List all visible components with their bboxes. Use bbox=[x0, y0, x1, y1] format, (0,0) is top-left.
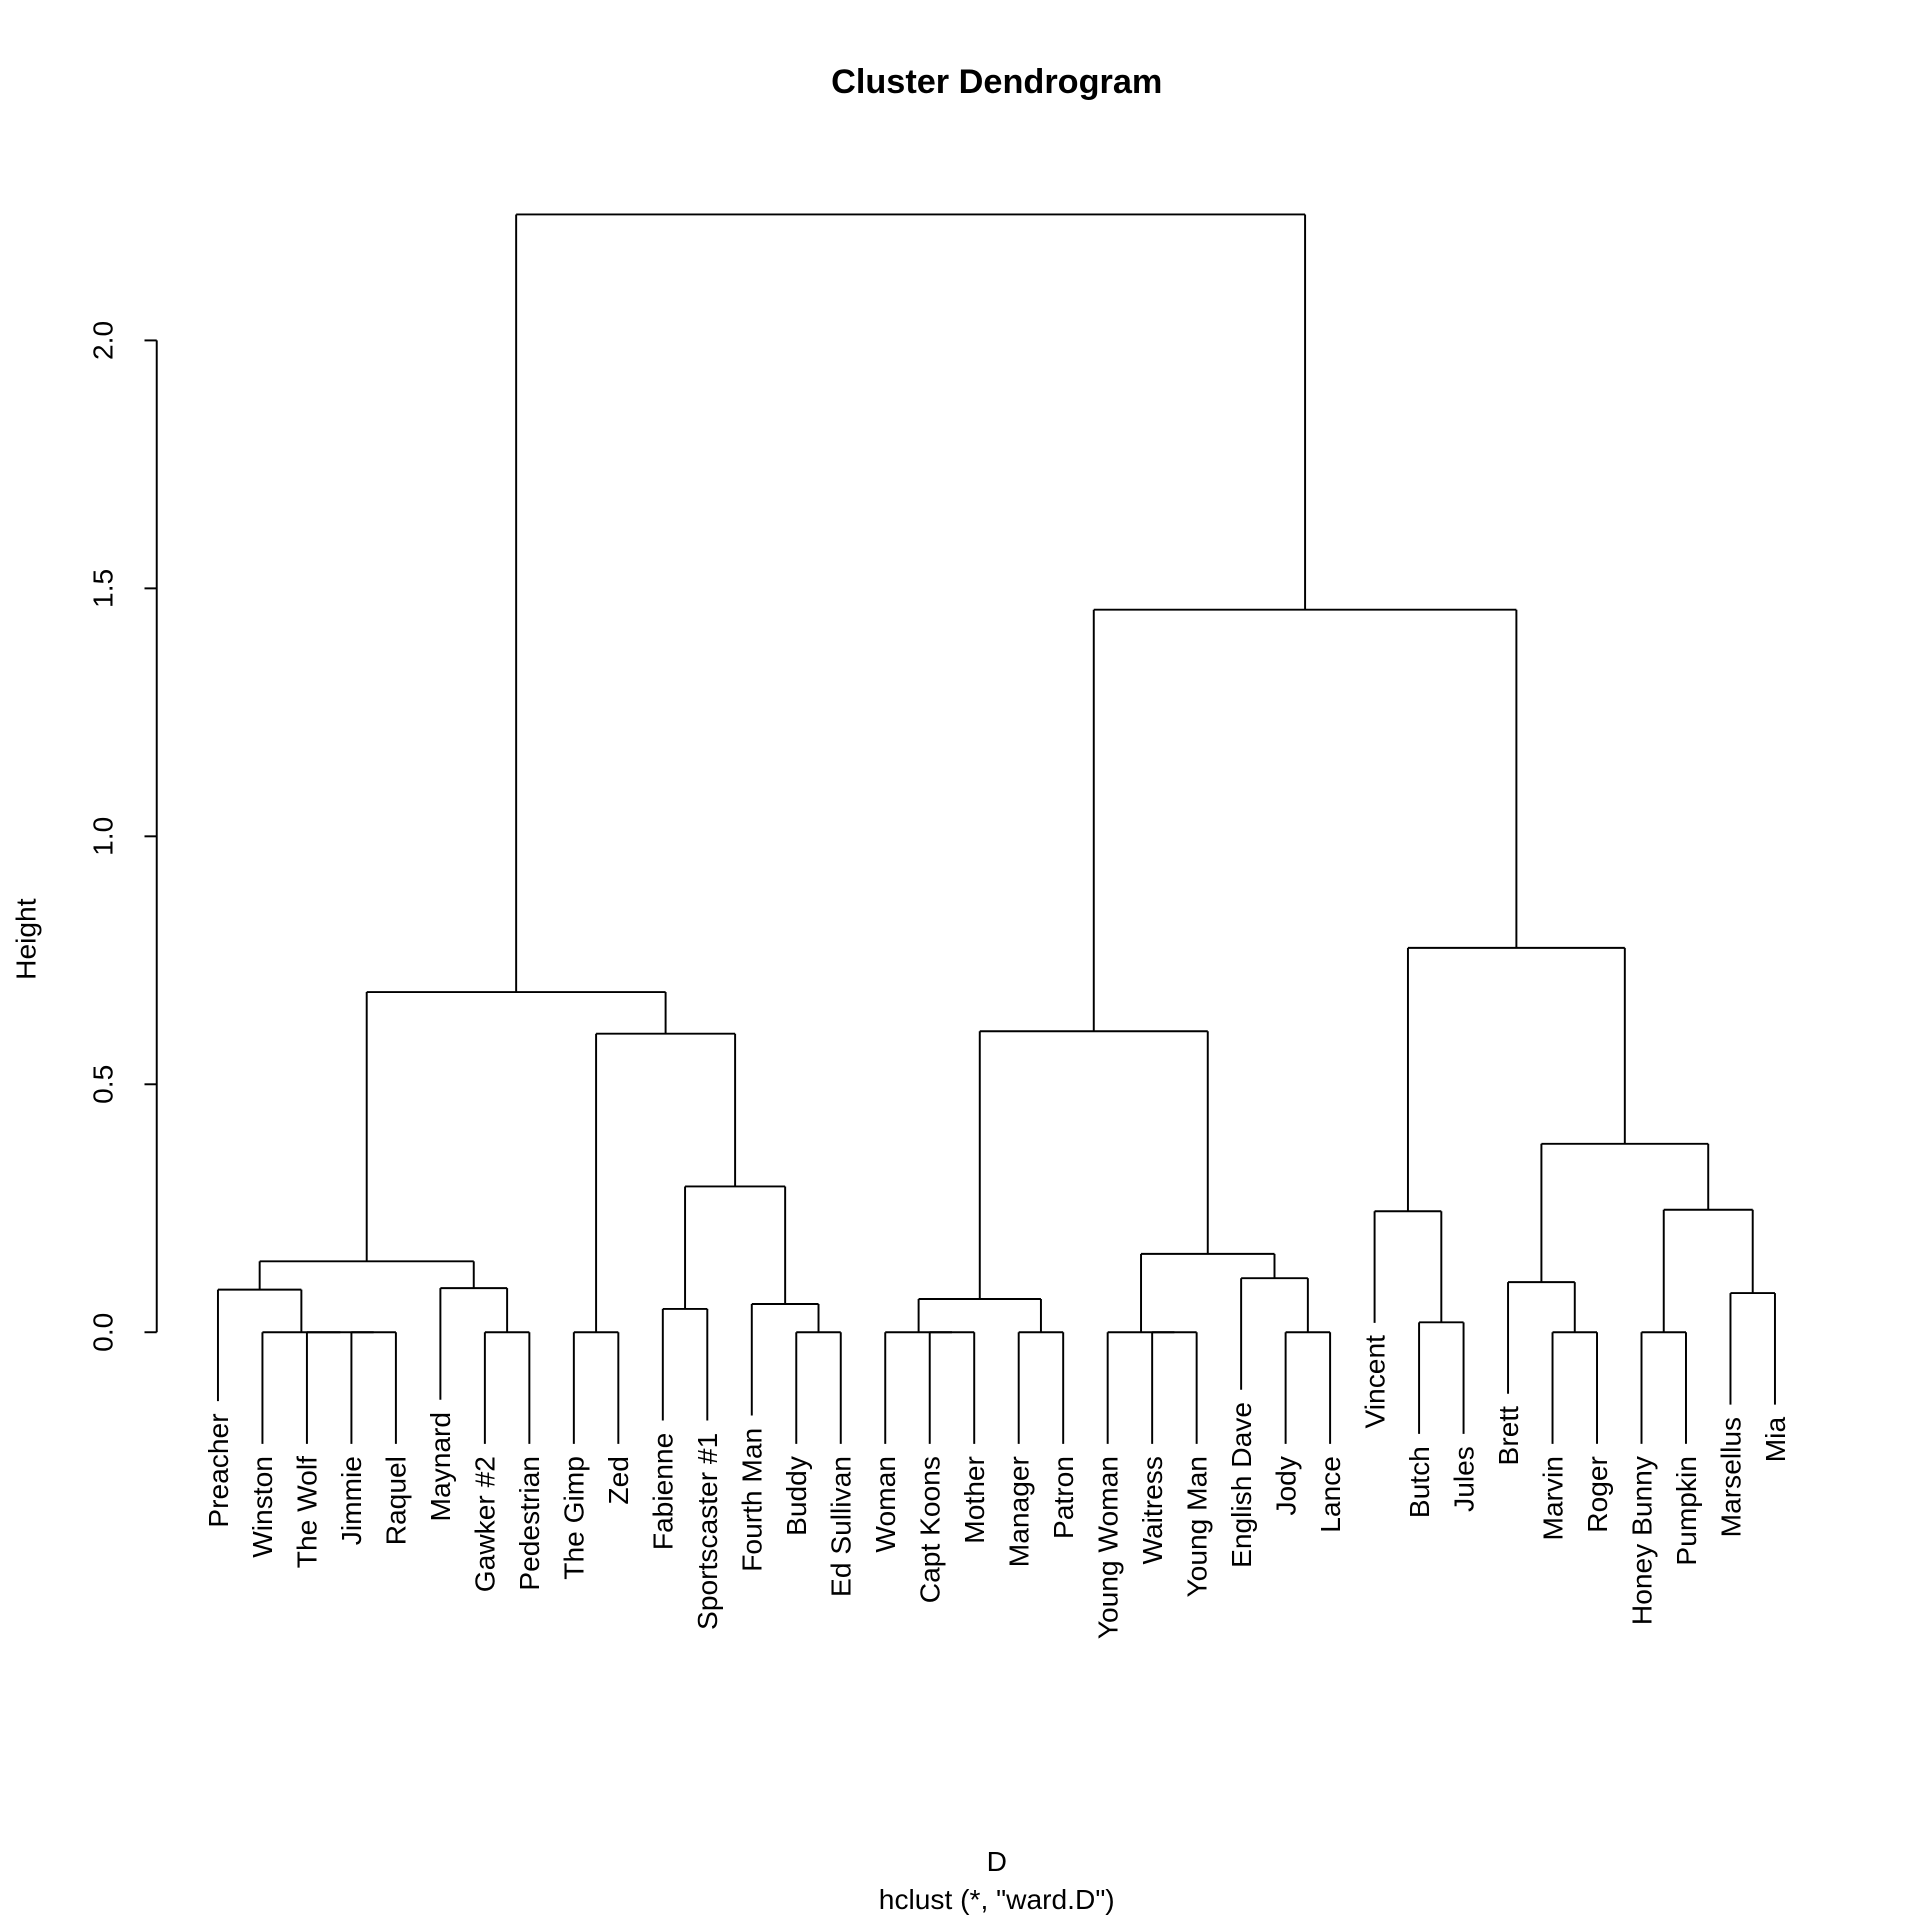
leaf-label: Zed bbox=[603, 1456, 634, 1505]
leaf-label: English Dave bbox=[1226, 1402, 1257, 1568]
leaf-label: Gawker #2 bbox=[470, 1456, 501, 1592]
leaf-label: Winston bbox=[247, 1456, 278, 1558]
x-axis-sublabel: hclust (*, "ward.D") bbox=[879, 1884, 1115, 1915]
leaf-label: Butch bbox=[1404, 1446, 1435, 1518]
chart-title: Cluster Dendrogram bbox=[831, 63, 1162, 101]
leaf-label: Young Woman bbox=[1092, 1456, 1123, 1639]
leaf-label: Sportscaster #1 bbox=[692, 1433, 723, 1630]
leaf-label: Pedestrian bbox=[514, 1456, 545, 1591]
leaf-label: The Gimp bbox=[559, 1456, 590, 1580]
leaf-label: Raquel bbox=[381, 1456, 412, 1545]
leaf-label: Manager bbox=[1003, 1456, 1034, 1567]
leaf-label: Vincent bbox=[1359, 1335, 1390, 1429]
leaf-label: Ed Sullivan bbox=[826, 1456, 857, 1597]
leaf-label: Mia bbox=[1760, 1417, 1791, 1463]
leaf-label: Brett bbox=[1493, 1406, 1524, 1466]
x-axis-label: D bbox=[987, 1846, 1007, 1877]
leaf-label: Fourth Man bbox=[737, 1428, 768, 1572]
y-axis: 0.0 0.5 1.0 1.5 2.0 bbox=[88, 321, 158, 1352]
leaf-label: Jules bbox=[1448, 1446, 1479, 1512]
leaf-label: The Wolf bbox=[292, 1456, 323, 1568]
leaf-label: Waitress bbox=[1137, 1456, 1168, 1564]
leaf-label: Marvin bbox=[1537, 1456, 1568, 1540]
leaf-label: Jody bbox=[1270, 1455, 1301, 1515]
leaf-label: Fabienne bbox=[648, 1433, 679, 1550]
dendrogram-tree bbox=[216, 213, 1776, 1444]
leaf-label: Maynard bbox=[425, 1412, 456, 1522]
y-tick-label: 2.0 bbox=[88, 321, 119, 360]
y-tick-label: 1.5 bbox=[88, 569, 119, 608]
leaf-label: Marsellus bbox=[1715, 1417, 1746, 1537]
leaf-label: Honey Bunny bbox=[1626, 1455, 1657, 1625]
leaf-label: Woman bbox=[870, 1456, 901, 1553]
leaf-label: Roger bbox=[1582, 1456, 1613, 1533]
y-tick-label: 1.0 bbox=[88, 817, 119, 856]
leaf-label: Pumpkin bbox=[1671, 1456, 1702, 1566]
leaf-label: Patron bbox=[1048, 1456, 1079, 1539]
leaf-label: Capt Koons bbox=[915, 1456, 946, 1603]
leaf-label: Young Man bbox=[1181, 1456, 1212, 1597]
y-axis-label: Height bbox=[11, 898, 42, 980]
leaf-labels: Preacher Winston The Wolf Jimmie Raquel Mayna… bbox=[203, 1335, 1791, 1639]
leaf-label: Jimmie bbox=[336, 1456, 367, 1545]
y-tick-label: 0.0 bbox=[88, 1313, 119, 1352]
leaf-label: Mother bbox=[959, 1456, 990, 1544]
leaf-label: Buddy bbox=[781, 1455, 812, 1536]
y-tick-label: 0.5 bbox=[88, 1065, 119, 1104]
leaf-label: Lance bbox=[1315, 1456, 1346, 1533]
leaf-label: Preacher bbox=[203, 1413, 234, 1527]
